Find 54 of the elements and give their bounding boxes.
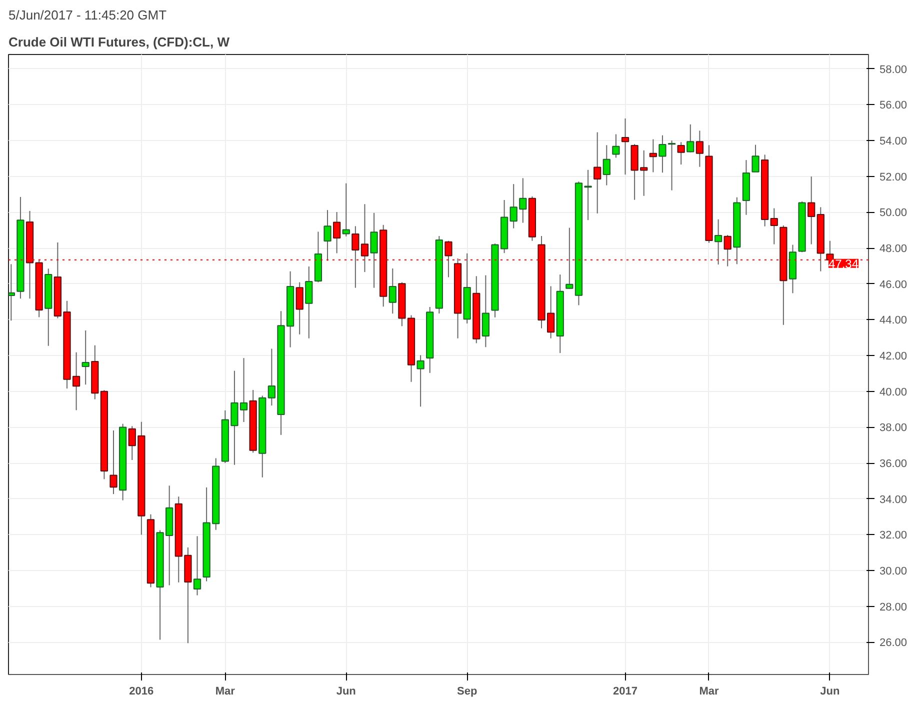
candlestick bbox=[602, 144, 610, 186]
y-tick-label: 28.00 bbox=[880, 601, 908, 614]
candlestick bbox=[668, 140, 676, 191]
candlestick bbox=[808, 176, 816, 245]
y-tick-label: 36.00 bbox=[880, 458, 908, 470]
y-tick-label: 58.00 bbox=[880, 64, 908, 76]
candlestick bbox=[658, 134, 666, 174]
y-tick-label: 38.00 bbox=[880, 422, 908, 434]
candlestick bbox=[332, 212, 341, 254]
x-tick-label: Mar bbox=[215, 686, 236, 698]
x-tick-label: Jun bbox=[336, 686, 356, 698]
candlestick bbox=[482, 274, 490, 348]
x-tick-label: 2016 bbox=[129, 686, 154, 698]
y-tick-label: 40.00 bbox=[880, 386, 908, 398]
y-tick-label: 48.00 bbox=[880, 243, 908, 256]
y-tick-label: 46.00 bbox=[880, 278, 908, 291]
candlestick bbox=[677, 142, 685, 166]
candlestick bbox=[621, 118, 630, 176]
chart-title: Crude Oil WTI Futures, (CFD):CL, W bbox=[8, 34, 230, 50]
candlestick bbox=[752, 144, 760, 172]
candlestick bbox=[649, 138, 657, 173]
x-tick-label: Mar bbox=[699, 686, 720, 698]
ref-line-label: 47.34 bbox=[828, 256, 859, 271]
y-tick-label: 32.00 bbox=[880, 530, 908, 542]
candlestick bbox=[388, 268, 396, 314]
candlestick bbox=[594, 132, 602, 214]
y-tick-label: 44.00 bbox=[880, 314, 908, 327]
chart-subtitle: 5/Jun/2017 - 11:45:20 GMT bbox=[8, 8, 167, 22]
candlestick bbox=[8, 264, 15, 322]
y-tick-label: 52.00 bbox=[880, 171, 908, 184]
candlestick bbox=[305, 266, 313, 339]
y-tick-label: 54.00 bbox=[880, 136, 908, 148]
x-tick-label: 2017 bbox=[613, 686, 638, 698]
x-tick-label: Sep bbox=[456, 686, 478, 698]
y-tick-label: 34.00 bbox=[880, 494, 908, 506]
candlestick bbox=[416, 354, 424, 408]
candlestick bbox=[296, 282, 304, 335]
y-tick-label: 42.00 bbox=[880, 350, 908, 363]
candlestick bbox=[370, 212, 378, 288]
x-tick-label: Jun bbox=[820, 686, 840, 698]
candlestick bbox=[342, 182, 350, 237]
candlestick bbox=[612, 134, 620, 158]
y-tick-label: 50.00 bbox=[880, 207, 908, 220]
candlestick bbox=[686, 124, 694, 153]
y-tick-label: 56.00 bbox=[880, 100, 908, 112]
candlestick bbox=[324, 210, 332, 262]
candlestick bbox=[82, 330, 90, 386]
candlestick bbox=[714, 218, 722, 266]
y-tick-label: 26.00 bbox=[880, 637, 908, 650]
candlestick bbox=[110, 430, 118, 495]
candlestick bbox=[770, 208, 778, 245]
candlestick bbox=[696, 130, 704, 168]
y-tick-label: 30.00 bbox=[880, 566, 908, 578]
candlestick bbox=[193, 536, 202, 596]
